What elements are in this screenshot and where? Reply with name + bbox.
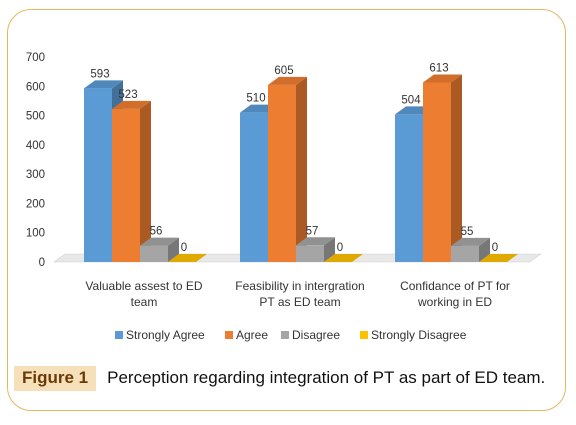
bar-side	[140, 100, 151, 262]
legend-item: Strongly Agree	[115, 328, 205, 342]
bar-top	[112, 100, 151, 109]
data-label: 510	[246, 93, 265, 105]
legend-swatch	[115, 331, 123, 339]
bar-top	[479, 254, 518, 262]
x-category-label: PT as ED team	[259, 295, 340, 309]
data-label: 504	[401, 94, 421, 106]
bar-front	[268, 84, 296, 262]
y-tick-label: 300	[26, 169, 45, 181]
y-tick-label: 400	[26, 140, 45, 152]
bar-front	[451, 245, 479, 262]
bar	[479, 254, 518, 262]
bar-front	[84, 88, 112, 262]
legend-item: Strongly Disagree	[360, 328, 467, 342]
data-label: 0	[181, 242, 187, 254]
bar-side	[479, 237, 490, 262]
bar-top	[84, 80, 123, 89]
y-tick-label: 600	[26, 81, 45, 93]
bar-side	[296, 76, 307, 262]
bar	[168, 254, 207, 262]
x-category-label: working in ED	[417, 295, 492, 309]
bar	[268, 76, 307, 262]
bar	[423, 74, 462, 262]
x-category-label: team	[131, 295, 158, 309]
y-tick-label: 700	[26, 52, 45, 64]
bar-front	[395, 114, 423, 263]
x-category-label: Feasibility in intergration	[235, 279, 364, 293]
y-axis: 0 100 200 300 400 500 600 700	[26, 52, 45, 269]
x-category-label: Confidance of PT for	[400, 279, 510, 293]
data-label: 55	[461, 226, 474, 238]
data-label: 613	[429, 62, 448, 74]
bar	[296, 237, 335, 262]
bar-front	[296, 245, 324, 262]
y-tick-label: 0	[39, 257, 45, 269]
figure-caption: Figure 1 Perception regarding integratio…	[14, 365, 545, 391]
y-tick-label: 200	[26, 198, 45, 210]
bar-top	[296, 237, 335, 246]
y-tick-label: 500	[26, 111, 45, 123]
legend-label: Strongly Agree	[126, 328, 205, 342]
legend-swatch	[281, 331, 289, 339]
data-label: 0	[492, 242, 498, 254]
x-axis: Valuable assest to ED team Feasibility in …	[85, 279, 510, 309]
bar	[324, 254, 363, 262]
y-tick-label: 100	[26, 228, 45, 240]
bars	[84, 74, 518, 263]
bar-side	[168, 237, 179, 262]
data-label: 523	[118, 89, 137, 101]
data-label: 0	[337, 242, 343, 254]
bar-side	[451, 74, 462, 262]
legend-label: Disagree	[292, 328, 340, 342]
bar-front	[423, 82, 451, 262]
bar-top	[268, 76, 307, 85]
legend-swatch	[360, 331, 368, 339]
data-label: 57	[306, 225, 319, 237]
bar-front	[112, 108, 140, 262]
data-labels: 593 523 56 0 510 605 57 0 504 613 55 0	[90, 62, 498, 254]
bar	[112, 100, 151, 262]
legend-item: Agree	[225, 328, 268, 342]
bar-top	[140, 237, 179, 246]
data-label: 593	[90, 68, 109, 80]
legend-label: Agree	[236, 328, 268, 342]
x-category-label: Valuable assest to ED	[85, 279, 203, 293]
bar-side	[324, 237, 335, 262]
bar	[451, 237, 490, 262]
bar-top	[168, 254, 207, 262]
bar-top	[451, 237, 490, 246]
legend-item: Disagree	[281, 328, 340, 342]
bar-front	[140, 245, 168, 262]
data-label: 56	[150, 226, 163, 238]
legend: Strongly Agree Agree Disagree Strongly Disa…	[115, 328, 467, 342]
legend-label: Strongly Disagree	[371, 328, 467, 342]
bar-top	[324, 254, 363, 262]
figure-caption-text: Perception regarding integration of PT a…	[107, 368, 546, 387]
legend-swatch	[225, 331, 233, 339]
bar-front	[240, 112, 268, 263]
bar	[140, 237, 179, 262]
figure-label: Figure 1	[14, 365, 97, 391]
bar-top	[423, 74, 462, 83]
data-label: 605	[274, 65, 293, 77]
